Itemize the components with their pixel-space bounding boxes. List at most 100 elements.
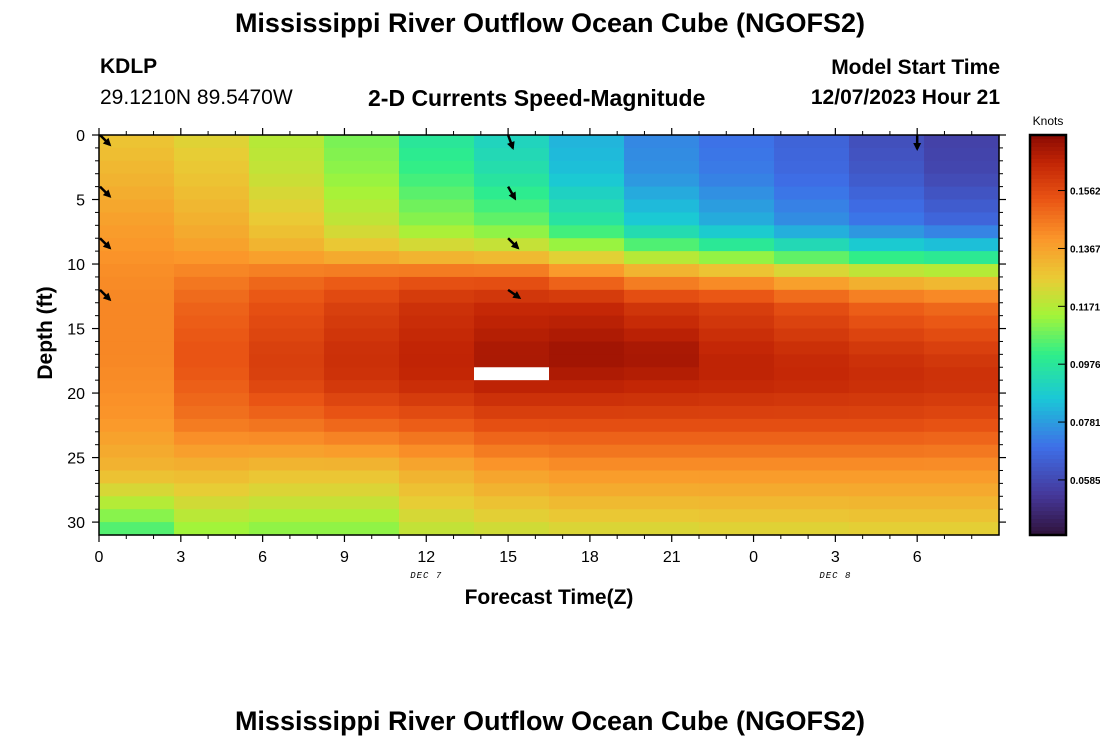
heatmap-cell [399,186,475,201]
colorbar-segment [1030,443,1066,448]
plot-title: 2-D Currents Speed-Magnitude [368,85,706,111]
colorbar-segment [1030,199,1066,204]
heatmap-cell [249,199,325,214]
heatmap-cell [774,264,850,278]
heatmap-cell [849,457,925,472]
heatmap-cells [99,135,1000,536]
heatmap-cell [99,199,175,214]
heatmap-cell [399,147,475,162]
heatmap-cell [924,212,1000,226]
colorbar-segment [1030,183,1066,188]
heatmap-cell [174,212,250,226]
heatmap-cell [849,354,925,368]
heatmap-cell [249,315,325,330]
colorbar-segment [1030,471,1066,476]
heatmap-cell [774,199,850,214]
heatmap-cell [399,380,475,394]
colorbar-segment [1030,167,1066,172]
colorbar-segment [1030,327,1066,332]
heatmap-cell [549,315,625,330]
heatmap-cell [624,238,700,252]
heatmap-cell [549,251,625,265]
heatmap-cell [924,315,1000,330]
heatmap-cell [324,431,400,446]
x-tick-label: 3 [831,549,840,566]
heatmap-cell [549,199,625,214]
heatmap-cell [774,225,850,239]
missing-cell [474,367,550,381]
heatmap-cell [174,354,250,368]
heatmap-cell [924,173,1000,188]
heatmap-cell [624,264,700,278]
heatmap-cell [399,199,475,214]
station-id: KDLP [100,55,158,78]
heatmap-cell [474,147,550,162]
heatmap-cell [774,444,850,459]
colorbar-segment [1030,367,1066,372]
heatmap-cell [174,289,250,304]
colorbar-segment [1030,483,1066,488]
heatmap-cell [624,186,700,201]
colorbar-segment [1030,423,1066,428]
colorbar-tick-label: 0.05859 [1070,476,1100,487]
colorbar-segment [1030,403,1066,408]
colorbar-segment [1030,415,1066,420]
heatmap-cell [399,264,475,278]
colorbar-segment [1030,271,1066,276]
heatmap-cell [399,225,475,239]
colorbar-segment [1030,191,1066,196]
colorbar-segment [1030,263,1066,268]
colorbar-tick-label: 0.13671 [1070,244,1100,255]
heatmap-cell [249,238,325,252]
heatmap-cell [699,418,775,433]
heatmap-cell [99,238,175,252]
heatmap-cell [549,444,625,459]
heatmap-cell [624,509,700,523]
heatmap-cell [324,457,400,472]
heatmap-cell [249,431,325,446]
heatmap-cell [774,238,850,252]
heatmap-cell [624,276,700,291]
colorbar-segment [1030,491,1066,496]
heatmap-cell [174,186,250,201]
heatmap-cell [924,444,1000,459]
heatmap-cell [699,380,775,394]
heatmap-cell [774,341,850,355]
current-vector-arrow [99,237,112,250]
x-tick-label: 12 [417,549,435,566]
heatmap-cell [474,328,550,343]
heatmap-cell [324,444,400,459]
heatmap-cell [174,147,250,162]
y-tick-label: 25 [67,451,85,468]
heatmap-cell [924,302,1000,317]
heatmap-cell [924,251,1000,265]
heatmap-cell [699,147,775,162]
heatmap-cell [699,264,775,278]
colorbar-segment [1030,159,1066,164]
heatmap-cell [99,135,175,149]
heatmap-cell [699,238,775,252]
heatmap-cell [549,393,625,407]
heatmap-cell [99,380,175,394]
colorbar-segment [1030,487,1066,492]
heatmap-cell [774,160,850,175]
heatmap-cell [474,341,550,355]
heatmap-cell [549,509,625,523]
heatmap-cell [249,225,325,239]
heatmap-cell [174,264,250,278]
heatmap-cell [774,276,850,291]
colorbar-segment [1030,135,1066,140]
colorbar-segment [1030,427,1066,432]
colorbar-segment [1030,527,1066,532]
heatmap-cell [549,418,625,433]
y-axis-label: Depth (ft) [34,286,57,379]
heatmap-cell [174,367,250,381]
x-tick-label: 6 [258,549,267,566]
colorbar-segment [1030,231,1066,236]
colorbar-segment [1030,287,1066,292]
arrow-head [913,143,922,151]
heatmap-cell [624,483,700,497]
heatmap-cell [774,212,850,226]
heatmap-cell [849,483,925,497]
heatmap-cell [699,496,775,510]
